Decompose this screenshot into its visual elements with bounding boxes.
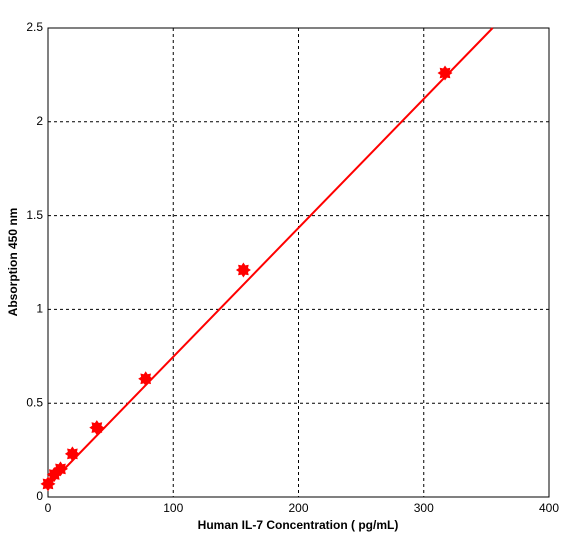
x-tick-label: 200 bbox=[288, 501, 308, 515]
data-point bbox=[53, 461, 68, 477]
x-tick-label: 100 bbox=[163, 501, 183, 515]
data-point bbox=[40, 476, 56, 492]
y-tick-label: 1.5 bbox=[26, 208, 43, 222]
fit-line bbox=[47, 27, 494, 487]
data-point bbox=[235, 262, 251, 278]
y-tick-label: 2.5 bbox=[26, 20, 43, 34]
x-tick-label: 400 bbox=[539, 501, 559, 515]
x-axis-title: Human IL-7 Concentration ( pg/mL) bbox=[198, 518, 399, 532]
x-tick-label: 0 bbox=[45, 501, 52, 515]
data-point bbox=[437, 65, 453, 81]
y-tick-label: 0 bbox=[36, 489, 43, 503]
data-point bbox=[89, 420, 105, 436]
y-tick-label: 2 bbox=[36, 114, 43, 128]
y-axis-title: Absorption 450 nm bbox=[6, 208, 20, 317]
data-point bbox=[64, 446, 80, 462]
y-tick-label: 1 bbox=[36, 302, 43, 316]
plot-frame bbox=[47, 27, 550, 498]
y-tick-label: 0.5 bbox=[26, 395, 43, 409]
x-tick-label: 300 bbox=[414, 501, 434, 515]
data-point bbox=[138, 371, 154, 387]
